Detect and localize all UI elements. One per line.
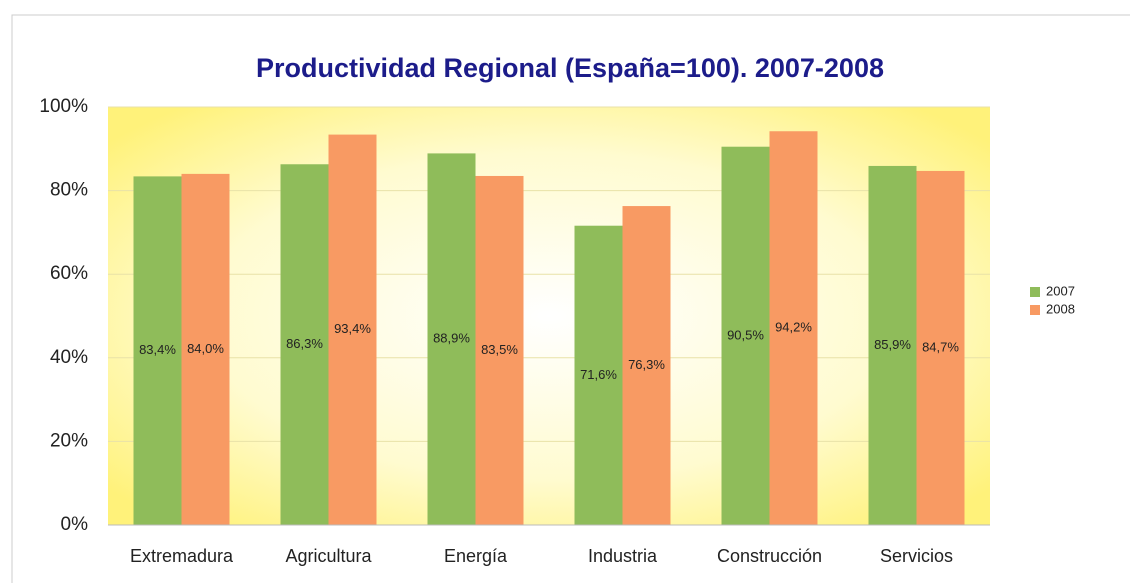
legend-label: 2007 [1046,283,1075,298]
plot-area [108,107,990,525]
y-tick-label: 20% [50,430,88,451]
bar [916,170,965,526]
value-label: 76,3% [628,357,665,372]
x-tick-label: Energía [444,546,508,566]
value-label: 71,6% [580,367,617,382]
x-tick-label: Extremadura [130,546,234,566]
x-tick-label: Servicios [880,546,953,566]
y-tick-label: 100% [39,96,88,117]
chart-title: Productividad Regional (España=100). 200… [256,53,884,83]
bar [427,153,476,525]
y-tick-label: 80% [50,180,88,201]
bar [769,131,818,525]
bar [328,134,377,525]
y-tick-label: 0% [61,514,89,535]
value-label: 88,9% [433,331,470,346]
bar [622,206,671,526]
value-label: 85,9% [874,337,911,352]
bar [721,146,770,525]
frame [11,14,1130,583]
legend-swatch [1030,305,1040,315]
value-label: 86,3% [286,336,323,351]
bar [181,173,230,525]
value-label: 83,5% [481,342,518,357]
x-tick-label: Agricultura [285,546,372,566]
value-label: 83,4% [139,342,176,357]
value-label: 84,7% [922,339,959,354]
y-tick-label: 60% [50,263,88,284]
legend-swatch [1030,287,1040,297]
x-tick-label: Industria [588,546,658,566]
legend-label: 2008 [1046,301,1075,316]
value-label: 94,2% [775,320,812,335]
value-label: 84,0% [187,341,224,356]
value-label: 90,5% [727,327,764,342]
bar [868,165,917,526]
bar [133,176,182,525]
bar [574,225,623,525]
x-tick-label: Construcción [717,546,822,566]
bar [475,175,524,525]
value-label: 93,4% [334,321,371,336]
y-tick-label: 40% [50,347,88,368]
bar [280,164,329,526]
